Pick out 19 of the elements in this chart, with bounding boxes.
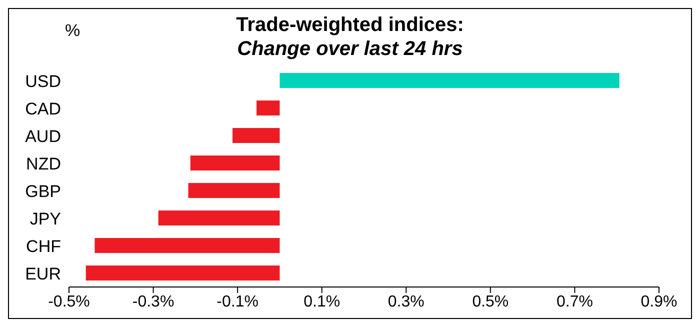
x-tick-label: 0.7%: [556, 293, 593, 310]
y-tick-label: AUD: [25, 126, 61, 146]
x-tick-label: 0.1%: [304, 293, 340, 310]
y-tick-label: EUR: [25, 264, 61, 284]
chart-title: Trade-weighted indices:: [236, 14, 464, 36]
y-tick-label: NZD: [26, 154, 61, 174]
y-tick-label: CHF: [26, 236, 61, 256]
x-tick-label: 0.3%: [388, 293, 424, 310]
x-tick-label: -0.5%: [48, 293, 90, 310]
y-axis-title: %: [65, 21, 80, 41]
x-tick-label: -0.1%: [216, 293, 258, 310]
x-tick-label: -0.3%: [132, 293, 174, 310]
x-tick-label: 0.9%: [640, 293, 678, 310]
y-tick-label: USD: [25, 72, 61, 91]
y-tick-label: GBP: [25, 182, 61, 201]
y-tick-label: JPY: [30, 209, 61, 228]
y-tick-label: CAD: [25, 99, 61, 118]
chart-subtitle: Change over last 24 hrs: [237, 38, 463, 60]
x-tick-label: 0.5%: [472, 293, 509, 310]
